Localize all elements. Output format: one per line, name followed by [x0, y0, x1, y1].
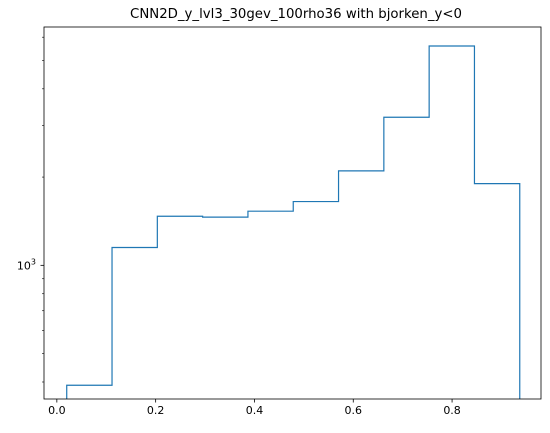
- chart-title: CNN2D_y_lvl3_30gev_100rho36 with bjorken…: [130, 7, 462, 22]
- x-tick-label: 0.0: [48, 404, 66, 417]
- x-tick-label: 0.4: [246, 404, 264, 417]
- histogram-bin: [248, 211, 293, 399]
- histogram-step-line: [66, 45, 521, 399]
- histogram-bin: [67, 385, 112, 399]
- axes-frame: [43, 26, 542, 400]
- histogram-bin: [203, 217, 248, 399]
- plot-area: [66, 45, 521, 399]
- histogram-bin: [429, 46, 474, 399]
- y-axis: 103: [17, 36, 44, 383]
- histogram-bin: [384, 117, 429, 399]
- histogram-bin: [293, 202, 338, 399]
- x-tick-label: 0.2: [147, 404, 165, 417]
- histogram-bin: [474, 184, 519, 399]
- y-tick-label: 103: [17, 257, 36, 272]
- histogram-bin: [112, 248, 157, 399]
- histogram-bin: [157, 216, 202, 399]
- x-tick-label: 0.6: [345, 404, 363, 417]
- histogram-bin: [339, 171, 384, 399]
- x-axis: 0.0 0.2 0.4 0.6 0.8: [48, 399, 461, 417]
- x-tick-label: 0.8: [443, 404, 461, 417]
